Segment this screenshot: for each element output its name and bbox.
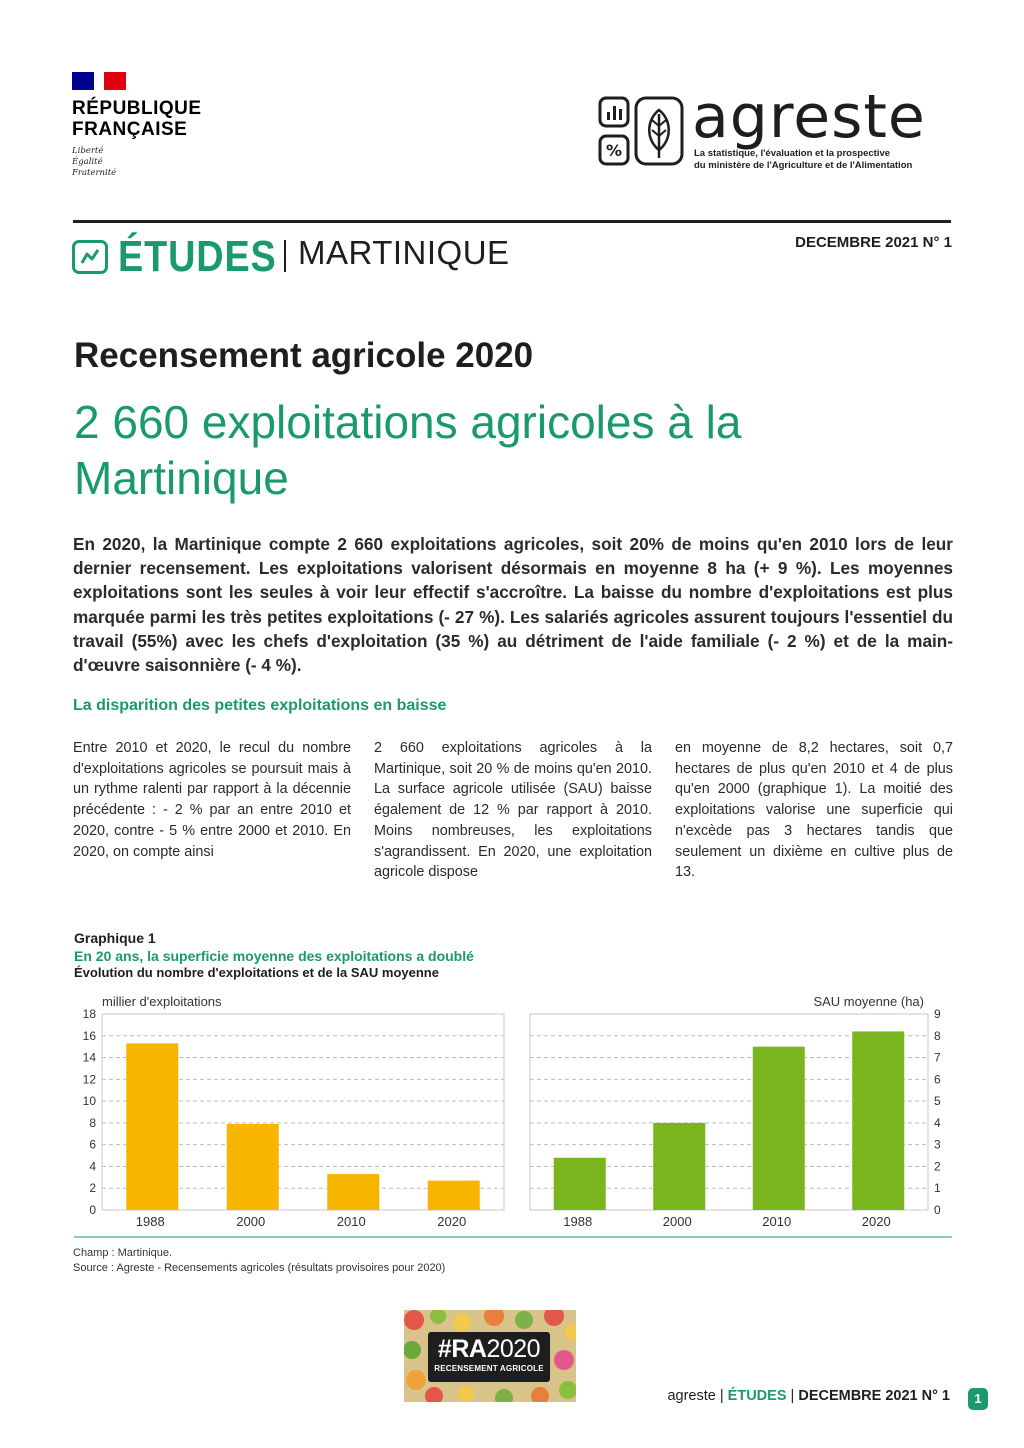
agreste-tagline-line1: La statistique, l'évaluation et la prosp… (694, 148, 891, 159)
section-title: La disparition des petites exploitations… (73, 697, 447, 714)
chart-2-tick-label: 0 (934, 1203, 941, 1217)
header-divider (73, 220, 951, 223)
agreste-wordmark: agreste (692, 82, 926, 152)
series-separator (284, 240, 286, 272)
footer-brand: agreste (667, 1388, 716, 1404)
chart-2-tick-label: 2 (934, 1159, 941, 1173)
republic-name-line2: FRANÇAISE (72, 119, 188, 140)
agreste-logo: % agreste La statistique, l'évaluation e… (598, 82, 958, 178)
chart-1-bar (327, 1174, 380, 1210)
chart-1-tick-label: 0 (89, 1203, 96, 1217)
ra2020-sub: RECENSEMENT AGRICOLE (434, 1364, 544, 1373)
chart-1-category-label: 2020 (437, 1214, 466, 1229)
chart-1-tick-label: 16 (83, 1029, 97, 1043)
chart-2-category-label: 2000 (663, 1214, 692, 1229)
chart-2-tick-label: 7 (934, 1051, 941, 1065)
chart-1-tick-label: 4 (89, 1159, 96, 1173)
footer-date: DECEMBRE 2021 N° 1 (798, 1388, 950, 1404)
ra2020-main: #RA2020 (428, 1334, 550, 1364)
chart-1-category-label: 2000 (236, 1214, 265, 1229)
footer-sep-2: | (790, 1388, 795, 1404)
etudes-chart-icon (72, 240, 108, 274)
graph-header: Graphique 1 En 20 ans, la superficie moy… (74, 930, 474, 980)
graph-note-source: Source : Agreste - Recensements agricole… (73, 1262, 446, 1274)
motto-egalite: Égalité (72, 157, 103, 167)
chart-2-bar (653, 1122, 706, 1210)
ra2020-badge: #RA2020 RECENSEMENT AGRICOLE (428, 1332, 550, 1382)
article-lead: En 2020, la Martinique compte 2 660 expl… (73, 534, 953, 676)
chart-1-bar (427, 1180, 480, 1210)
series-bar: ÉTUDES MARTINIQUE DECEMBRE 2021 N° 1 (72, 232, 952, 282)
chart-2-tick-label: 4 (934, 1116, 941, 1130)
chart-2-tick-label: 9 (934, 1007, 941, 1021)
body-column-1: Entre 2010 et 2020, le recul du nombre d… (73, 740, 351, 860)
region-name: MARTINIQUE (298, 234, 510, 271)
footer-series: ÉTUDES (727, 1388, 787, 1404)
agreste-leaf-icon: % (598, 96, 684, 166)
article-headline: 2 660 exploitations agricoles à la Marti… (74, 396, 742, 504)
chart-1-category-label: 1988 (136, 1214, 165, 1229)
body-column-3: en moyenne de 8,2 hectares, soit 0,7 hec… (675, 740, 953, 881)
motto-fraternite: Fraternité (72, 168, 117, 178)
body-column-2: 2 660 exploitations agricoles à la Marti… (374, 740, 652, 881)
chart-1-frame (101, 1013, 505, 1211)
motto-liberte: Liberté (72, 146, 104, 156)
chart-1-tick-label: 8 (89, 1116, 96, 1130)
chart-2-tick-label: 1 (934, 1181, 941, 1195)
chart-2-category-label: 2020 (862, 1214, 891, 1229)
issue-date: DECEMBRE 2021 N° 1 (795, 234, 952, 251)
chart-1-tick-label: 14 (83, 1051, 97, 1065)
chart-1-axis-label: millier d'exploitations (102, 994, 222, 1009)
republic-motto: Liberté Égalité Fraternité (72, 146, 202, 179)
republic-name-line1: RÉPUBLIQUE (72, 98, 202, 119)
chart-1-tick-label: 2 (89, 1181, 96, 1195)
graph-label: Graphique 1 (74, 930, 156, 946)
chart-2-bar (852, 1031, 905, 1210)
page-number: 1 (968, 1388, 988, 1410)
chart-2-tick-label: 3 (934, 1138, 941, 1152)
graph-title: En 20 ans, la superficie moyenne des exp… (74, 948, 474, 964)
graph-subtitle: Évolution du nombre d'exploitations et d… (74, 965, 439, 980)
chart-1-tick-label: 18 (83, 1007, 97, 1021)
chart-2-bar (553, 1157, 606, 1210)
svg-text:%: % (606, 141, 622, 160)
chart-1-category-label: 2010 (337, 1214, 366, 1229)
body-columns: Entre 2010 et 2020, le recul du nombre d… (73, 738, 953, 883)
chart-2-category-label: 1988 (563, 1214, 592, 1229)
chart-1-bar (226, 1123, 279, 1210)
page-footer: agreste | ÉTUDES | DECEMBRE 2021 N° 1 (667, 1388, 950, 1404)
ra2020-main-bold: #RA (437, 1335, 487, 1363)
chart-2-tick-label: 8 (934, 1029, 941, 1043)
chart-2-bar (752, 1046, 805, 1210)
agreste-tagline-line2: du ministère de l'Agriculture et de l'Al… (694, 160, 913, 171)
chart-2-tick-label: 6 (934, 1072, 941, 1086)
french-flag-icon (72, 70, 126, 90)
chart-1-bar (126, 1043, 179, 1210)
chart-1-tick-label: 10 (83, 1094, 97, 1108)
graph-notes: Champ : Martinique. Source : Agreste - R… (73, 1246, 445, 1276)
chart-1-tick-label: 12 (83, 1072, 97, 1086)
ra2020-main-thin: 2020 (486, 1335, 541, 1363)
republique-francaise-logo: RÉPUBLIQUE FRANÇAISE Liberté Égalité Fra… (72, 70, 202, 179)
chart-2-axis-label: SAU moyenne (ha) (813, 994, 924, 1009)
graph-note-champ: Champ : Martinique. (73, 1247, 173, 1259)
agreste-tagline: La statistique, l'évaluation et la prosp… (694, 148, 912, 172)
footer-sep-1: | (719, 1388, 724, 1404)
chart-2-frame (529, 1013, 929, 1211)
chart-2-tick-label: 5 (934, 1094, 941, 1108)
chart-1-tick-label: 6 (89, 1138, 96, 1152)
series-name: ÉTUDES (118, 232, 277, 281)
ra2020-logo: #RA2020 RECENSEMENT AGRICOLE (404, 1310, 576, 1402)
article-kicker: Recensement agricole 2020 (74, 336, 534, 375)
chart-2-category-label: 2010 (762, 1214, 791, 1229)
